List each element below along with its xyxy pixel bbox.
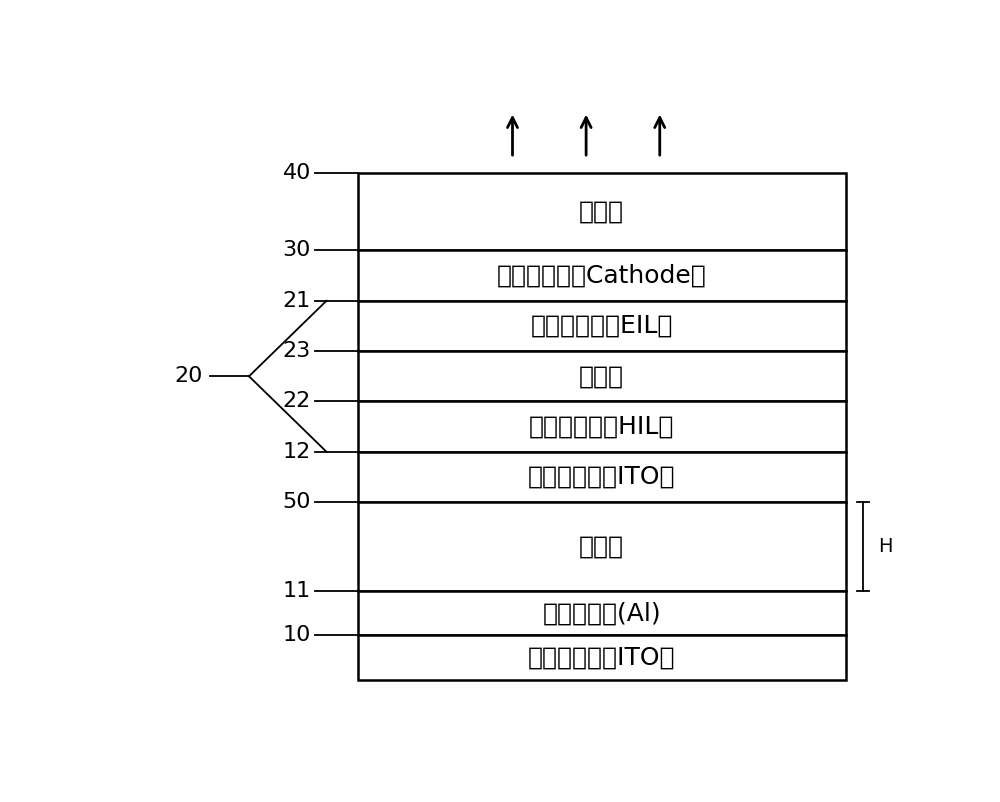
Text: 40: 40 xyxy=(283,164,311,184)
Bar xyxy=(358,173,846,250)
Text: 上导电膜（如ITO）: 上导电膜（如ITO） xyxy=(528,465,675,489)
Bar xyxy=(358,452,846,502)
Bar xyxy=(358,635,846,680)
Text: 增反层: 增反层 xyxy=(579,535,624,558)
Text: 10: 10 xyxy=(283,626,311,646)
Bar xyxy=(358,402,846,452)
Text: 下导电膜（如ITO）: 下导电膜（如ITO） xyxy=(528,646,675,670)
Text: 22: 22 xyxy=(283,391,311,411)
Text: 有机层: 有机层 xyxy=(579,364,624,388)
Text: 电子注入层（EIL）: 电子注入层（EIL） xyxy=(530,314,673,338)
Text: H: H xyxy=(878,537,893,556)
Bar xyxy=(358,301,846,351)
Text: 21: 21 xyxy=(283,291,311,310)
Text: 50: 50 xyxy=(283,492,311,512)
Bar xyxy=(358,591,846,635)
Bar xyxy=(358,250,846,301)
Text: 23: 23 xyxy=(283,341,311,361)
Text: 11: 11 xyxy=(283,581,311,601)
Text: 12: 12 xyxy=(283,442,311,462)
Text: 空穴注入层（HIL）: 空穴注入层（HIL） xyxy=(529,415,674,439)
Text: 阴极材料层（Cathode）: 阴极材料层（Cathode） xyxy=(497,264,706,288)
Text: 30: 30 xyxy=(283,241,311,261)
Bar xyxy=(358,351,846,402)
Bar xyxy=(358,502,846,591)
Text: 20: 20 xyxy=(174,367,202,387)
Text: 覆盖层: 覆盖层 xyxy=(579,200,624,224)
Text: 反射金属层(Al): 反射金属层(Al) xyxy=(542,602,661,626)
